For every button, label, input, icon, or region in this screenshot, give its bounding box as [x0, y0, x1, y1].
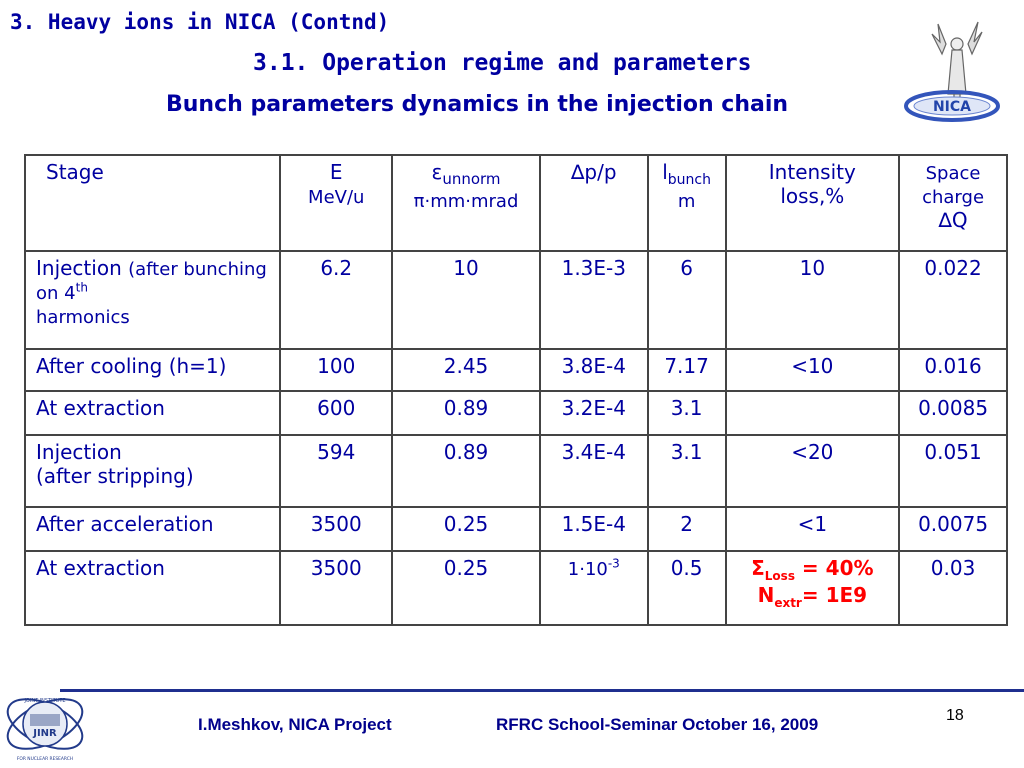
- emittance-cell: 0.25: [391, 506, 541, 552]
- slide-heading: Bunch parameters dynamics in the injecti…: [166, 92, 789, 117]
- nica-logo: NICA: [904, 21, 1000, 122]
- header-momentum-spread: ∆p/p: [538, 154, 649, 252]
- energy-cell: 600: [279, 390, 394, 436]
- space-charge-cell: 0.022: [898, 250, 1008, 350]
- momentum-spread-cell: 3.8E-4: [538, 348, 649, 392]
- space-charge-cell: 0.03: [898, 550, 1008, 626]
- energy-cell: 3500: [279, 506, 394, 552]
- intensity-loss-cell: 10: [724, 250, 901, 350]
- emittance-cell: 0.89: [391, 434, 541, 508]
- table-row: After acceleration 3500 0.25 1.5E-4 2 <1…: [23, 506, 1008, 552]
- space-charge-cell: 0.0085: [898, 390, 1008, 436]
- stage-cell: Injection (after stripping): [23, 434, 282, 508]
- stage-cell: Injection (after bunching on 4th harmonic…: [23, 250, 282, 350]
- energy-cell: 100: [279, 348, 394, 392]
- bunch-length-cell: 3.1: [646, 434, 727, 508]
- intensity-loss-cell: <1: [724, 506, 901, 552]
- header-space-charge: Space charge ∆Q: [898, 154, 1008, 252]
- bunch-length-cell: 0.5: [646, 550, 727, 626]
- table-row: After cooling (h=1) 100 2.45 3.8E-4 7.17…: [23, 348, 1008, 392]
- page-number: 18: [946, 707, 964, 724]
- space-charge-cell: 0.016: [898, 348, 1008, 392]
- header-bunch-length: lbunch m: [646, 154, 727, 252]
- bunch-length-cell: 7.17: [646, 348, 727, 392]
- jinr-logo: JINR JOINT INSTITUTE FOR NUCLEAR RESEARC…: [6, 698, 84, 762]
- table-row: At extraction 3500 0.25 1·10-3 0.5 ΣLoss…: [23, 550, 1008, 626]
- momentum-spread-cell: 3.2E-4: [538, 390, 649, 436]
- header-energy: E MeV/u: [279, 154, 394, 252]
- footer-divider: [60, 689, 1024, 692]
- stage-cell: After acceleration: [23, 506, 282, 552]
- jinr-logo-top-text: JOINT INSTITUTE: [23, 698, 65, 704]
- header-intensity-loss: Intensity loss,%: [724, 154, 901, 252]
- emittance-cell: 0.89: [391, 390, 541, 436]
- bunch-length-cell: 2: [646, 506, 727, 552]
- intensity-loss-cell: ΣLoss = 40% Nextr= 1E9: [724, 550, 901, 626]
- bunch-length-cell: 6: [646, 250, 727, 350]
- ring-icon: [904, 90, 1000, 122]
- momentum-spread-cell: 3.4E-4: [538, 434, 649, 508]
- intensity-loss-cell: <10: [724, 348, 901, 392]
- footer-author: I.Meshkov, NICA Project: [198, 715, 392, 734]
- jinr-logo-bottom-text: FOR NUCLEAR RESEARCH: [17, 756, 73, 762]
- header-emittance: εunnorm π·mm·mrad: [391, 154, 541, 252]
- header-stage: Stage: [23, 154, 282, 252]
- bunch-parameters-table: Stage E MeV/u εunnorm π·mm·mrad ∆p/p lbunc…: [23, 154, 1008, 626]
- slide-section-title: 3. Heavy ions in NICA (Contnd): [10, 10, 390, 34]
- intensity-loss-cell: <20: [724, 434, 901, 508]
- slide-subtitle: 3.1. Operation regime and parameters: [253, 50, 752, 76]
- jinr-logo-text: JINR: [32, 728, 57, 739]
- momentum-spread-cell: 1.3E-3: [538, 250, 649, 350]
- stage-cell: At extraction: [23, 550, 282, 626]
- table-header-row: Stage E MeV/u εunnorm π·mm·mrad ∆p/p lbunc…: [23, 154, 1008, 252]
- space-charge-cell: 0.0075: [898, 506, 1008, 552]
- emittance-cell: 0.25: [391, 550, 541, 626]
- space-charge-cell: 0.051: [898, 434, 1008, 508]
- table-row: At extraction 600 0.89 3.2E-4 3.1 0.0085: [23, 390, 1008, 436]
- energy-cell: 3500: [279, 550, 394, 626]
- table-row: Injection (after bunching on 4th harmonic…: [23, 250, 1008, 350]
- table-row: Injection (after stripping) 594 0.89 3.4E…: [23, 434, 1008, 508]
- energy-cell: 594: [279, 434, 394, 508]
- nica-logo-text: NICA: [933, 99, 971, 115]
- footer-event: RFRC School-Seminar October 16, 2009: [496, 715, 819, 734]
- emittance-cell: 2.45: [391, 348, 541, 392]
- energy-cell: 6.2: [279, 250, 394, 350]
- stage-cell: At extraction: [23, 390, 282, 436]
- momentum-spread-cell: 1.5E-4: [538, 506, 649, 552]
- stage-cell: After cooling (h=1): [23, 348, 282, 392]
- intensity-loss-cell: [724, 390, 901, 436]
- momentum-spread-cell: 1·10-3: [538, 550, 649, 626]
- bunch-length-cell: 3.1: [646, 390, 727, 436]
- emittance-cell: 10: [391, 250, 541, 350]
